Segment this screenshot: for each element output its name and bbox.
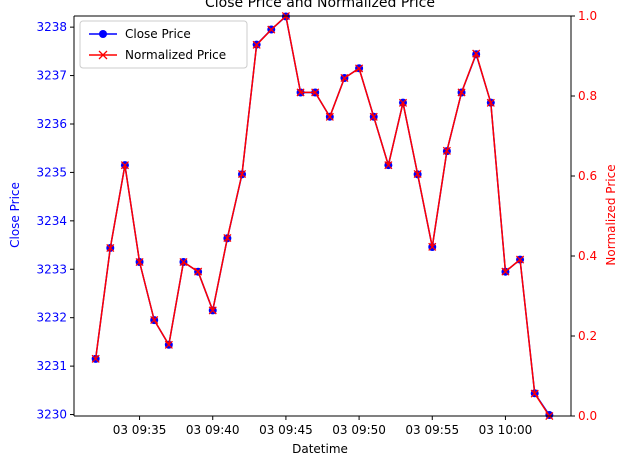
legend: Close Price Normalized Price	[79, 20, 248, 69]
y-axis-right-label: Normalized Price	[604, 164, 618, 265]
legend-box	[79, 20, 248, 69]
data-point-normalized-price-1	[106, 243, 115, 253]
data-point-normalized-price-14	[296, 88, 305, 97]
y-left-tick-label-2: 3232	[36, 311, 67, 325]
y-left-tick-label-6: 3236	[36, 117, 67, 131]
legend-label-close-price: Close Price	[125, 27, 191, 41]
x-tick-label-2: 03 09:45	[259, 423, 313, 437]
y-left-tick-label-0: 3230	[36, 408, 67, 422]
legend-marker-close-price	[99, 30, 107, 38]
y-axis-left-label: Close Price	[8, 182, 22, 248]
y-left-tick-label-3: 3233	[36, 262, 67, 276]
x-tick-label-4: 03 09:55	[405, 423, 459, 437]
data-point-normalized-price-24	[442, 146, 451, 155]
y-left-tick-label-7: 3237	[36, 69, 67, 83]
data-point-normalized-price-30	[530, 389, 539, 398]
data-point-normalized-price-2	[120, 161, 129, 170]
y-left-tick-label-4: 3234	[36, 214, 67, 228]
x-tick-label-1: 03 09:40	[186, 423, 240, 437]
data-point-normalized-price-20	[384, 161, 393, 170]
x-tick-label-5: 03 10:00	[479, 423, 533, 437]
x-tick-label-0: 03 09:35	[113, 423, 167, 437]
data-point-normalized-price-19	[369, 112, 378, 121]
legend-marker-normalized-price	[98, 50, 108, 60]
y-right-tick-label-5: 1.0	[578, 9, 597, 23]
data-point-normalized-price-29	[516, 255, 525, 264]
data-point-normalized-price-16	[325, 112, 334, 121]
data-point-normalized-price-23	[428, 242, 437, 251]
data-point-normalized-price-3	[135, 257, 144, 267]
x-axis-label: Datetime	[292, 442, 348, 456]
data-point-normalized-price-22	[413, 169, 422, 179]
data-point-normalized-price-10	[237, 169, 247, 179]
data-point-normalized-price-28	[501, 267, 510, 276]
x-tick-label-3: 03 09:50	[332, 423, 386, 437]
data-point-normalized-price-21	[398, 98, 408, 107]
y-right-tick-label-4: 0.8	[578, 89, 597, 103]
data-point-normalized-price-12	[267, 25, 276, 34]
y-right-tick-label-3: 0.6	[578, 169, 597, 183]
data-point-normalized-price-9	[223, 233, 232, 243]
plot-area: 03 09:35 03 09:40 03 09:45 03 09:50 03 09:55…	[36, 9, 597, 437]
data-point-normalized-price-5	[164, 340, 173, 349]
data-point-normalized-price-8	[208, 306, 217, 315]
y-right-tick-label-0: 0.0	[578, 409, 597, 423]
data-point-normalized-price-25	[457, 88, 466, 97]
data-point-normalized-price-4	[150, 315, 159, 325]
data-point-normalized-price-27	[486, 98, 495, 107]
y-left-tick-label-5: 3235	[36, 165, 67, 179]
y-left-tick-label-8: 3238	[36, 20, 67, 34]
data-point-normalized-price-0	[91, 354, 100, 363]
y-right-tick-label-1: 0.2	[578, 329, 597, 343]
chart-title: Close Price and Normalized Price	[205, 0, 435, 11]
data-point-normalized-price-11	[252, 40, 261, 49]
data-point-normalized-price-18	[355, 64, 364, 73]
series-line-normalized-price	[94, 15, 550, 417]
data-point-normalized-price-7	[194, 267, 203, 276]
legend-label-normalized-price: Normalized Price	[125, 48, 226, 62]
data-point-normalized-price-17	[340, 73, 349, 83]
data-point-normalized-price-15	[311, 88, 320, 97]
y-left-tick-label-1: 3231	[36, 359, 67, 373]
y-right-tick-label-2: 0.4	[578, 249, 597, 263]
data-point-normalized-price-26	[472, 49, 481, 58]
data-point-normalized-price-6	[179, 257, 188, 267]
